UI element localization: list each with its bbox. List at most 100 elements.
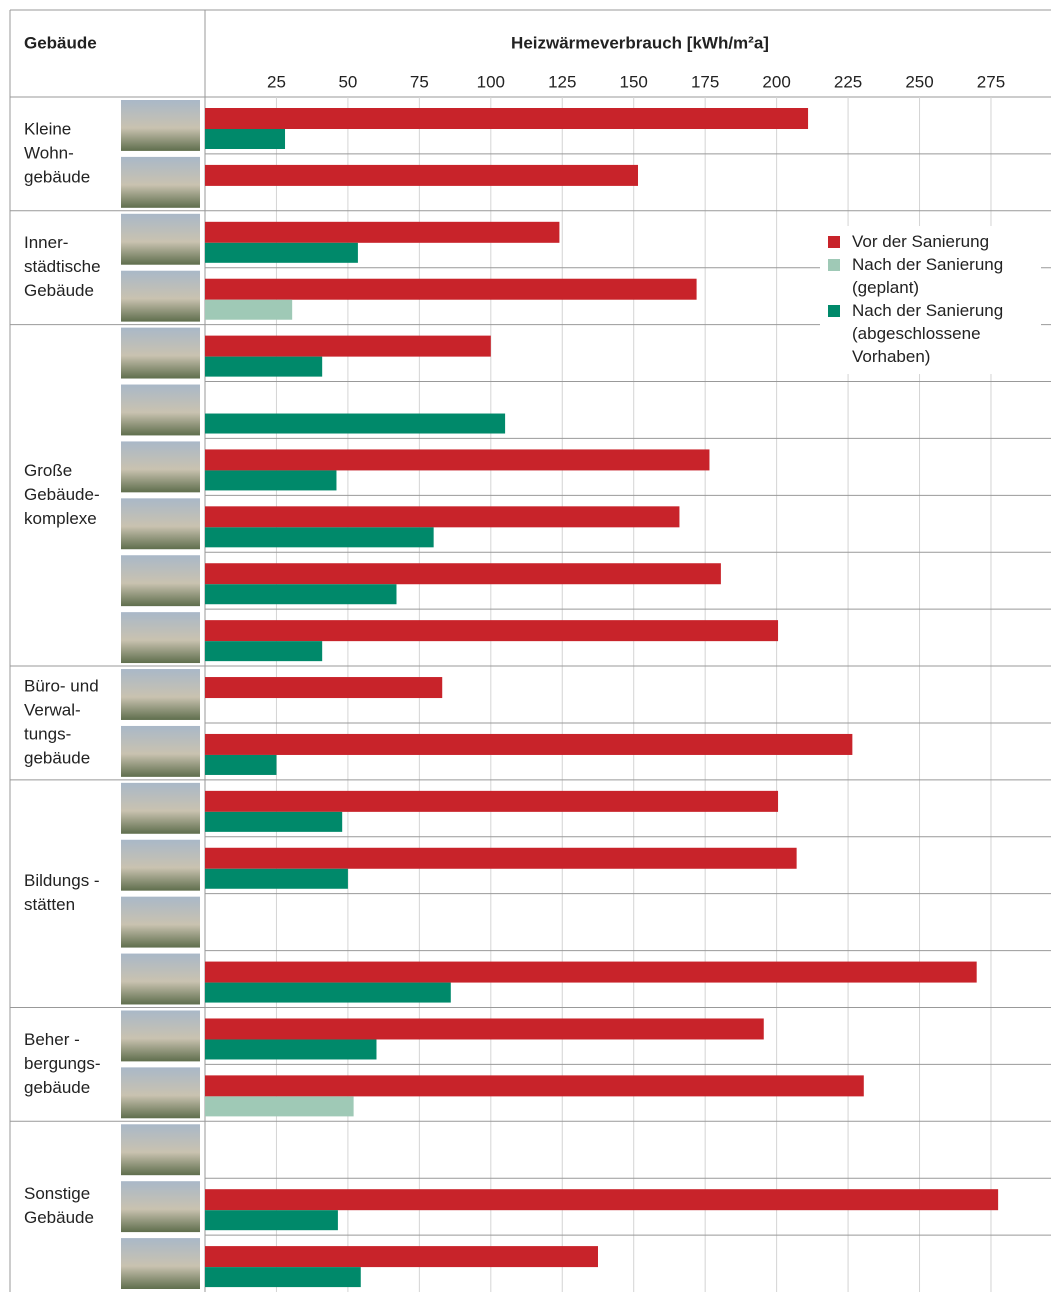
building-photo (121, 612, 200, 664)
legend-swatch (828, 259, 840, 271)
group-label: Gebäude- (24, 485, 100, 504)
bar (205, 129, 286, 149)
bar (205, 641, 323, 662)
building-photo (121, 441, 200, 493)
bar (205, 868, 348, 889)
building-photo (121, 384, 200, 436)
bar (205, 1075, 864, 1097)
legend-label: Nach der Sanierung (geplant) (852, 255, 1004, 297)
building-photo (121, 327, 200, 379)
bar (205, 982, 451, 1003)
x-tick-label: 75 (410, 72, 429, 91)
bar (205, 677, 443, 699)
bar (205, 754, 277, 775)
building-photo (121, 498, 200, 550)
group-label: Wohn- (24, 143, 74, 162)
bar (205, 449, 710, 471)
group-label: Inner- (24, 233, 68, 252)
building-photo (121, 1238, 200, 1289)
group-label: bergungs- (24, 1054, 101, 1073)
group-label: Große (24, 461, 72, 480)
bar (205, 961, 977, 983)
group-label: Verwal- (24, 700, 81, 719)
bar (205, 356, 323, 377)
group-label: städtische (24, 257, 101, 276)
building-photo (121, 782, 200, 834)
group-label: Kleine (24, 119, 71, 138)
legend-item: Nach der Sanierung (abgeschlossene Vorha… (826, 299, 1041, 368)
x-tick-label: 175 (691, 72, 719, 91)
bar (205, 847, 797, 869)
building-photo (121, 669, 200, 720)
x-tick-label: 275 (977, 72, 1005, 91)
bar (205, 299, 293, 320)
column-header: Gebäude (24, 33, 97, 52)
x-tick-label: 25 (267, 72, 286, 91)
bar (205, 1039, 377, 1060)
bar (205, 620, 779, 642)
group-label: Büro- und (24, 676, 99, 695)
x-tick-label: 50 (338, 72, 357, 91)
building-photo (121, 100, 200, 151)
building-photo (121, 725, 200, 777)
legend-label: Vor der Sanierung (852, 232, 990, 251)
group-label: Bildungs - (24, 871, 100, 890)
building-photo (121, 555, 200, 607)
legend-swatch (828, 236, 840, 248)
chart-title: Heizwärmeverbrauch [kWh/m²a] (511, 33, 769, 52)
bar (205, 278, 697, 300)
building-photo (121, 213, 200, 265)
bar (205, 790, 779, 812)
x-tick-label: 250 (905, 72, 933, 91)
legend-swatch (828, 305, 840, 317)
legend-item: Vor der Sanierung (826, 230, 1041, 253)
group-label: gebäude (24, 748, 90, 767)
bar (205, 413, 506, 434)
x-tick-label: 125 (548, 72, 576, 91)
group-label: gebäude (24, 167, 90, 186)
group-label: Beher - (24, 1030, 80, 1049)
bar (205, 584, 397, 605)
bar (205, 1096, 354, 1117)
building-photo (121, 270, 200, 322)
bar (205, 506, 680, 528)
building-photo (121, 1124, 200, 1176)
building-photo (121, 1181, 200, 1233)
building-photo (121, 953, 200, 1005)
bar (205, 108, 809, 129)
bar (205, 1267, 361, 1288)
bar (205, 221, 560, 243)
legend-item: Nach der Sanierung (geplant) (826, 253, 1041, 299)
x-tick-label: 200 (762, 72, 790, 91)
bar (205, 1189, 999, 1211)
bar (205, 733, 853, 755)
building-photo (121, 156, 200, 208)
group-label: gebäude (24, 1078, 90, 1097)
building-photo (121, 1010, 200, 1062)
building-photo (121, 1067, 200, 1119)
legend: Vor der Sanierung Nach der Sanierung (gep… (820, 226, 1041, 374)
group-label: stätten (24, 895, 75, 914)
bar (205, 563, 721, 585)
group-label: Sonstige (24, 1184, 90, 1203)
x-tick-label: 225 (834, 72, 862, 91)
building-photo (121, 839, 200, 891)
bar (205, 1210, 338, 1231)
bar (205, 811, 343, 832)
bar (205, 1246, 598, 1268)
group-label: komplexe (24, 509, 97, 528)
bar (205, 527, 434, 548)
bar (205, 164, 639, 186)
group-label: Gebäude (24, 281, 94, 300)
group-label: tungs- (24, 724, 71, 743)
building-photo (121, 896, 200, 948)
bar (205, 1018, 764, 1040)
legend-label: Nach der Sanierung (abgeschlossene Vorha… (852, 301, 1004, 366)
bar (205, 335, 491, 357)
x-tick-label: 150 (620, 72, 648, 91)
x-tick-label: 100 (477, 72, 505, 91)
group-label: Gebäude (24, 1208, 94, 1227)
bar (205, 242, 358, 263)
bar (205, 470, 337, 491)
